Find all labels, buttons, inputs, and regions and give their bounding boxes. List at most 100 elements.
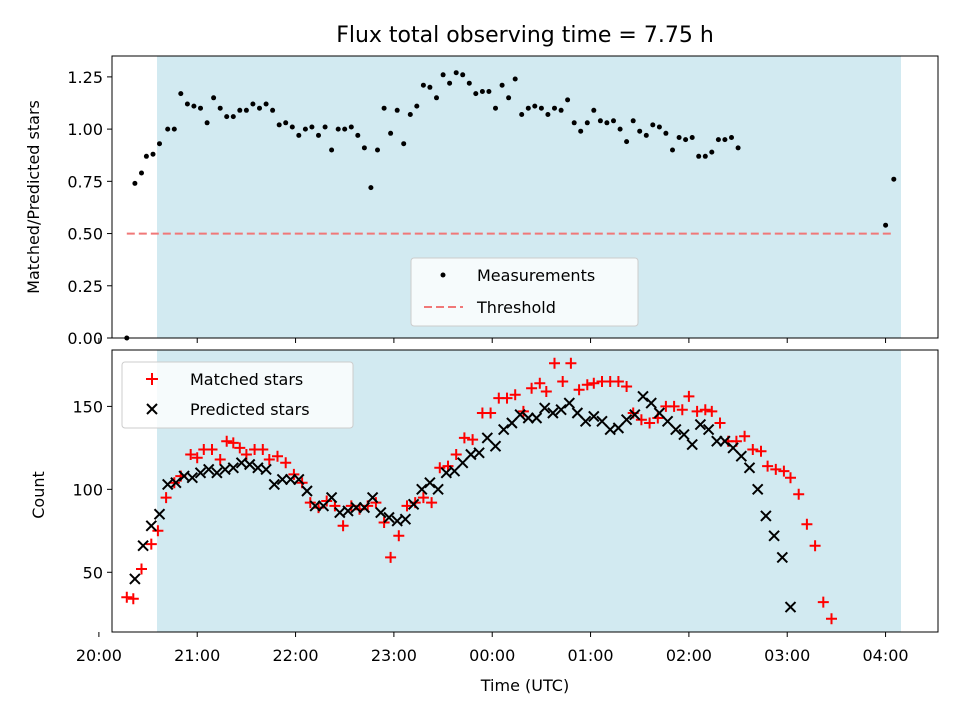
bottom-x-tick-label: 20:00	[76, 646, 122, 665]
predicted-star-point	[325, 491, 338, 504]
predicted-star-point	[416, 483, 428, 496]
measurement-point	[375, 147, 380, 153]
predicted-star-point	[711, 435, 723, 447]
matched-star-point	[747, 444, 759, 455]
predicted-star-point	[678, 428, 690, 441]
measurement-point	[296, 132, 302, 138]
predicted-star-point	[194, 467, 207, 479]
measurement-point	[302, 126, 308, 132]
measurement-point	[150, 151, 156, 157]
predicted-star-point	[227, 462, 240, 474]
predicted-star-point	[342, 505, 354, 517]
predicted-star-point	[497, 423, 510, 436]
predicted-star-point	[735, 450, 748, 462]
measurement-point	[722, 137, 728, 143]
predicted-star-point	[293, 473, 305, 486]
predicted-star-point	[473, 447, 485, 459]
measurement-point	[414, 103, 420, 109]
measurement-point	[420, 82, 426, 88]
matched-star-point	[573, 384, 585, 396]
measurement-point	[591, 107, 597, 113]
measurement-point	[624, 139, 630, 145]
measurement-point	[309, 124, 315, 130]
predicted-star-point	[284, 473, 297, 486]
bottom-x-tick-label: 00:00	[469, 646, 515, 665]
top-title: Flux total observing time = 7.75 h	[336, 23, 714, 48]
measurement-point	[342, 126, 348, 132]
predicted-star-point	[243, 458, 256, 471]
measurement-point	[257, 105, 262, 111]
measurement-point	[434, 95, 439, 101]
matched-star-point	[191, 452, 203, 464]
matched-star-point	[534, 377, 546, 389]
measurement-point	[447, 80, 453, 86]
matched-star-point	[621, 381, 633, 392]
measurement-point	[604, 120, 610, 126]
top-plot-frame	[111, 55, 939, 339]
measurement-point	[270, 107, 276, 113]
measurement-point	[316, 132, 321, 138]
measurement-point	[670, 147, 675, 153]
matched-star-point	[644, 417, 656, 429]
measurement-point	[361, 145, 367, 151]
measurement-point	[427, 84, 433, 90]
measurement-point	[519, 112, 525, 117]
measurement-point	[322, 124, 328, 130]
matched-star-point	[683, 390, 695, 402]
predicted-star-point	[670, 423, 682, 436]
bottom-legend-box	[121, 361, 354, 429]
matched-star-point	[817, 596, 829, 608]
measurement-point	[157, 141, 162, 147]
measurement-point	[512, 76, 518, 82]
matched-star-point	[321, 495, 333, 507]
measurement-point	[891, 176, 897, 182]
predicted-star-point	[424, 476, 436, 489]
predicted-star-point	[358, 501, 371, 514]
measurement-point	[565, 97, 571, 103]
measurement-point	[263, 101, 269, 107]
predicted-star-point	[514, 408, 526, 421]
predicted-star-point	[686, 438, 698, 451]
top-y-tick-label: 0.00	[67, 329, 103, 348]
measurement-point	[243, 107, 249, 113]
matched-star-point	[801, 518, 813, 530]
measurement-point	[198, 105, 203, 111]
measurement-point	[368, 185, 374, 191]
predicted-star-point	[629, 408, 641, 421]
predicted-star-point	[186, 471, 199, 484]
matched-star-point	[145, 538, 157, 550]
measurement-point	[715, 137, 721, 143]
predicted-star-point	[588, 410, 600, 423]
measurement-point	[453, 70, 459, 76]
predicted-star-point	[555, 403, 567, 416]
matched-star-point	[263, 454, 275, 465]
bottom-plot-frame	[111, 349, 939, 633]
measurement-point	[143, 153, 149, 159]
bottom-x-tick-label: 21:00	[174, 646, 220, 665]
predicted-star-point	[170, 476, 182, 489]
matched-star-point	[691, 405, 703, 417]
matched-star-point	[234, 442, 246, 454]
measurement-point	[217, 105, 223, 111]
matched-star-point	[793, 488, 805, 500]
measurement-point	[132, 180, 138, 186]
legend-threshold-label: Threshold	[476, 298, 556, 317]
bottom-x-tick-label: 23:00	[371, 646, 417, 665]
matched-star-point	[635, 414, 647, 426]
top-y-tick-label: 0.25	[67, 277, 103, 296]
predicted-star-point	[137, 539, 149, 552]
matched-star-point	[668, 400, 680, 412]
measurement-point	[230, 114, 236, 120]
measurement-point	[683, 137, 689, 143]
predicted-star-point	[489, 440, 502, 452]
matched-star-point	[588, 377, 600, 389]
predicted-star-point	[211, 467, 223, 479]
matched-star-point	[185, 449, 197, 460]
legend-measurements-label: Measurements	[477, 266, 595, 285]
measurement-point	[289, 124, 295, 130]
matched-star-point	[127, 593, 139, 605]
matched-star-point	[337, 520, 349, 532]
top-y-axis-label: Matched/Predicted stars	[24, 100, 43, 294]
bottom-y-axis-label: Count	[29, 471, 48, 519]
predicted-star-point	[432, 483, 444, 496]
